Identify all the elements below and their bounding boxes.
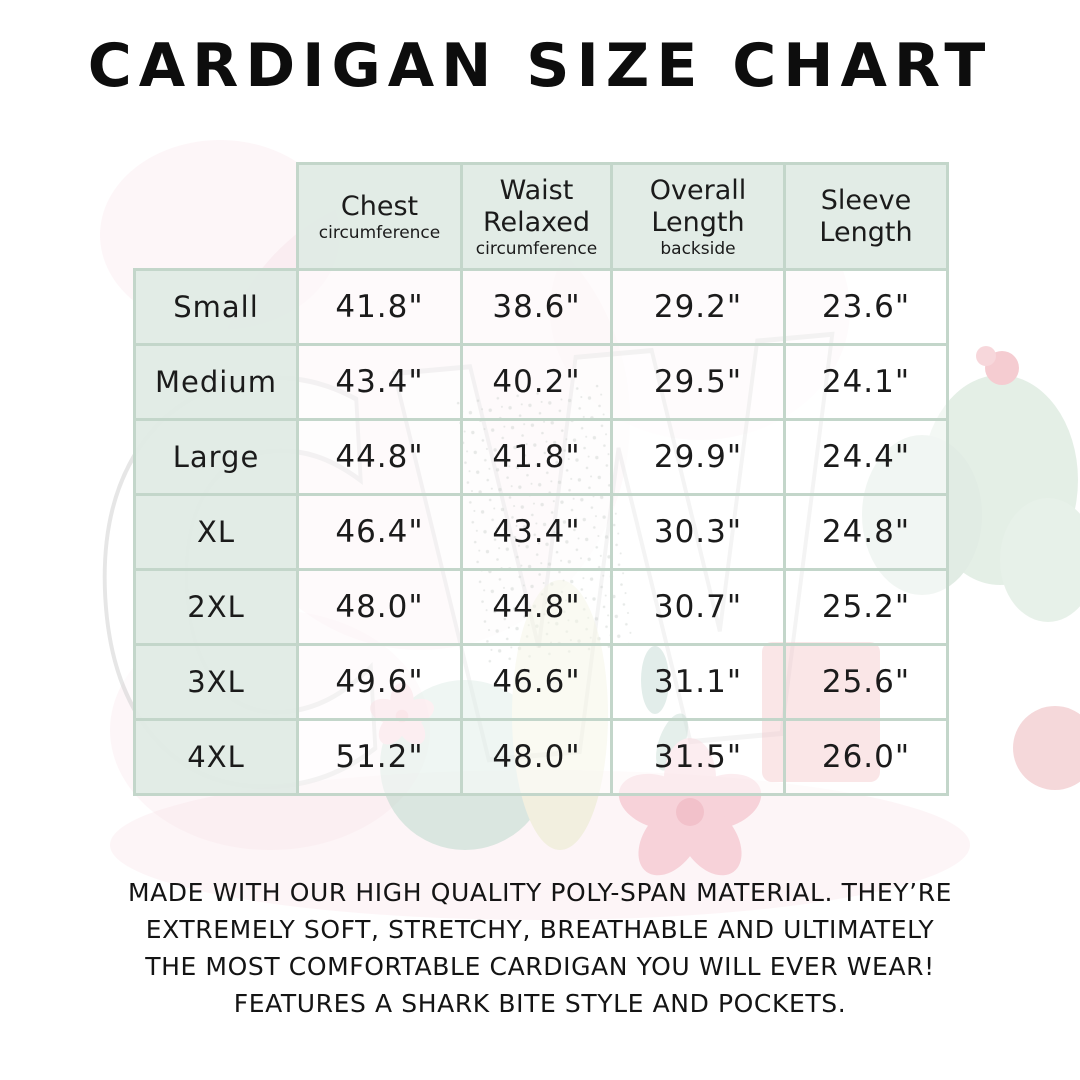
size-chart-table: Chest circumference Waist Relaxed circum…	[133, 162, 949, 796]
column-label: Sleeve Length	[819, 184, 913, 248]
size-label: Large	[133, 418, 299, 496]
column-header-overall-length: Overall Length backside	[610, 162, 786, 271]
table-row-4xl: 4XL 51.2" 48.0" 31.5" 26.0"	[133, 718, 949, 796]
size-label: XL	[133, 493, 299, 571]
table-row-medium: Medium 43.4" 40.2" 29.5" 24.1"	[133, 343, 949, 421]
waist-value: 46.6"	[460, 643, 613, 721]
chest-value: 44.8"	[296, 418, 463, 496]
chest-value: 41.8"	[296, 268, 463, 346]
sleeve-length-value: 24.8"	[783, 493, 949, 571]
sleeve-length-value: 24.1"	[783, 343, 949, 421]
overall-length-value: 29.5"	[610, 343, 786, 421]
table-header-row: Chest circumference Waist Relaxed circum…	[135, 162, 949, 271]
sleeve-length-value: 25.6"	[783, 643, 949, 721]
size-label: Small	[133, 268, 299, 346]
waist-value: 41.8"	[460, 418, 613, 496]
waist-value: 40.2"	[460, 343, 613, 421]
overall-length-value: 29.9"	[610, 418, 786, 496]
waist-value: 44.8"	[460, 568, 613, 646]
chest-value: 51.2"	[296, 718, 463, 796]
column-sublabel: backside	[660, 238, 736, 259]
chest-value: 46.4"	[296, 493, 463, 571]
size-label: 4XL	[133, 718, 299, 796]
chest-value: 48.0"	[296, 568, 463, 646]
column-sublabel: circumference	[475, 238, 598, 259]
waist-value: 48.0"	[460, 718, 613, 796]
size-label: 3XL	[133, 643, 299, 721]
page-title: CARDIGAN SIZE CHART	[87, 31, 993, 101]
chest-value: 49.6"	[296, 643, 463, 721]
overall-length-value: 31.5"	[610, 718, 786, 796]
overall-length-value: 29.2"	[610, 268, 786, 346]
table-corner-cell	[135, 164, 298, 270]
description-line: MADE WITH OUR HIGH QUALITY POLY-SPAN MAT…	[127, 878, 953, 907]
sleeve-length-value: 24.4"	[783, 418, 949, 496]
sleeve-length-value: 25.2"	[783, 568, 949, 646]
description-line: FEATURES A SHARK BITE STYLE AND POCKETS.	[233, 989, 847, 1018]
description-line: EXTREMELY SOFT, STRETCHY, BREATHABLE AND…	[145, 915, 935, 944]
description-line: THE MOST COMFORTABLE CARDIGAN YOU WILL E…	[145, 952, 935, 981]
column-label: Chest	[340, 190, 419, 222]
size-label: Medium	[133, 343, 299, 421]
column-header-waist: Waist Relaxed circumference	[460, 162, 613, 271]
table-row-xl: XL 46.4" 43.4" 30.3" 24.8"	[133, 493, 949, 571]
material-description: MADE WITH OUR HIGH QUALITY POLY-SPAN MAT…	[0, 874, 1080, 1022]
table-row-3xl: 3XL 49.6" 46.6" 31.1" 25.6"	[133, 643, 949, 721]
sleeve-length-value: 23.6"	[783, 268, 949, 346]
column-header-sleeve-length: Sleeve Length	[783, 162, 949, 271]
waist-value: 38.6"	[460, 268, 613, 346]
overall-length-value: 30.3"	[610, 493, 786, 571]
overall-length-value: 30.7"	[610, 568, 786, 646]
waist-value: 43.4"	[460, 493, 613, 571]
size-label: 2XL	[133, 568, 299, 646]
column-sublabel: circumference	[318, 222, 441, 243]
column-label: Overall Length	[649, 174, 747, 238]
overall-length-value: 31.1"	[610, 643, 786, 721]
column-header-chest: Chest circumference	[296, 162, 463, 271]
chest-value: 43.4"	[296, 343, 463, 421]
table-row-large: Large 44.8" 41.8" 29.9" 24.4"	[133, 418, 949, 496]
column-label: Waist Relaxed	[482, 174, 591, 238]
table-row-small: Small 41.8" 38.6" 29.2" 23.6"	[133, 268, 949, 346]
table-row-2xl: 2XL 48.0" 44.8" 30.7" 25.2"	[133, 568, 949, 646]
sleeve-length-value: 26.0"	[783, 718, 949, 796]
